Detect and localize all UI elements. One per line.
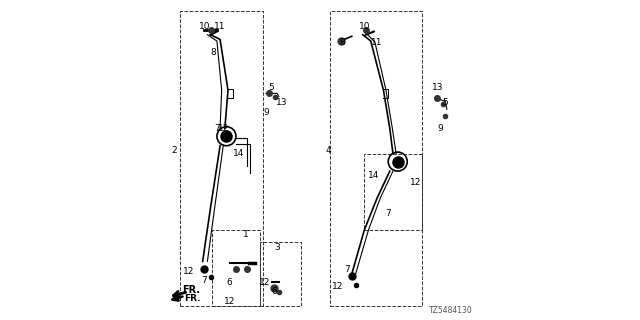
Text: 4: 4	[325, 146, 331, 155]
Text: 12: 12	[224, 297, 236, 306]
Text: 8: 8	[339, 38, 345, 47]
Text: 14: 14	[234, 149, 244, 158]
Text: 7: 7	[385, 209, 391, 219]
Bar	[330, 11, 422, 306]
Text: 9: 9	[438, 124, 444, 133]
Text: 12: 12	[410, 178, 421, 187]
Text: 13: 13	[431, 83, 443, 92]
Text: FR.: FR.	[182, 285, 200, 295]
Text: 12: 12	[259, 278, 270, 287]
Text: 7: 7	[202, 276, 207, 285]
Text: 11: 11	[214, 22, 226, 31]
Text: 6: 6	[227, 278, 232, 287]
Text: 11: 11	[371, 38, 383, 47]
Text: 12: 12	[182, 267, 194, 276]
Text: FR.: FR.	[184, 294, 201, 303]
Text: 10: 10	[198, 22, 210, 31]
Bar	[364, 154, 422, 230]
Text: 8: 8	[211, 48, 216, 57]
Text: TZ5484130: TZ5484130	[429, 307, 472, 316]
Bar	[180, 11, 263, 306]
Bar	[212, 230, 260, 306]
Text: 12: 12	[218, 124, 229, 133]
Text: 7: 7	[214, 124, 220, 133]
Text: 5: 5	[442, 99, 448, 108]
Text: 1: 1	[243, 230, 248, 239]
Text: 5: 5	[268, 83, 274, 92]
Text: 14: 14	[368, 172, 380, 180]
Text: 2: 2	[172, 146, 177, 155]
Text: 3: 3	[275, 243, 280, 252]
Bar	[260, 243, 301, 306]
Text: 13: 13	[276, 99, 288, 108]
Text: 7: 7	[344, 265, 350, 274]
Text: 9: 9	[263, 108, 269, 117]
Text: 10: 10	[358, 22, 370, 31]
Text: 6: 6	[271, 287, 277, 296]
Text: 12: 12	[332, 282, 343, 292]
